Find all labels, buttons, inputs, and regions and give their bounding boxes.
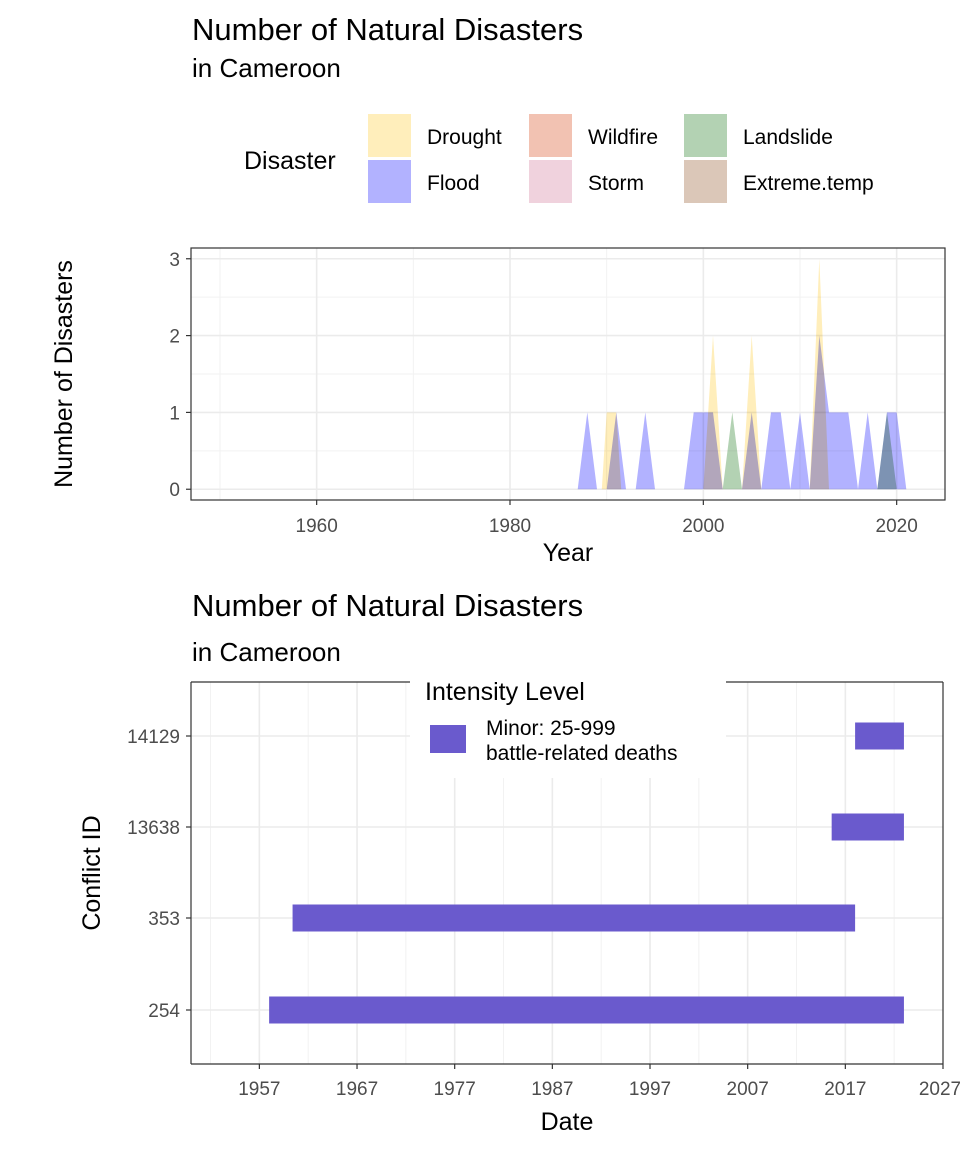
- chart2-legend: Intensity Level Minor: 25-999 battle-rela…: [410, 674, 726, 778]
- c2-y-tick-label: 353: [148, 909, 180, 930]
- chart2-legend-key: [430, 725, 466, 753]
- chart1-legend: Disaster Drought Flood Wildfire Storm Landsl…: [244, 114, 874, 203]
- c2-y-tick-label: 13638: [127, 818, 180, 839]
- c1-legend-key-wildfire: [529, 114, 572, 157]
- c1-legend-key-landslide: [684, 114, 727, 157]
- chart1-panel: [190, 247, 946, 501]
- c2-x-tick-label: 2017: [824, 1079, 866, 1100]
- c1-legend-key-flood: [368, 160, 411, 203]
- c1-legend-label-flood: Flood: [427, 172, 480, 195]
- c1-x-tick-label: 2020: [876, 516, 918, 537]
- c1-legend-label-wildfire: Wildfire: [588, 126, 658, 149]
- bar-conflict-14129: [855, 722, 904, 750]
- chart1-legend-entries: Drought Flood Wildfire Storm Landslide Extrem…: [368, 114, 874, 203]
- chart1-subtitle: in Cameroon: [192, 53, 341, 83]
- c2-y-tick-label: 14129: [127, 727, 180, 748]
- chart1-legend-title: Disaster: [244, 147, 336, 175]
- chart1-y-axis-title: Number of Disasters: [50, 260, 78, 488]
- c1-y-tick-label: 1: [169, 403, 180, 424]
- chart2-subtitle: in Cameroon: [192, 637, 341, 667]
- chart2: Number of Natural Disasters in Cameroon …: [78, 588, 960, 1136]
- chart2-title: Number of Natural Disasters: [192, 588, 583, 623]
- area-landslide: [722, 412, 897, 490]
- chart1-axes: 1960 1980 2000 2020 0 1 2 3: [169, 250, 917, 537]
- c2-legend-label-line: battle-related deaths: [486, 742, 677, 765]
- c1-legend-label-extreme.temp: Extreme.temp: [743, 172, 874, 195]
- chart2-y-axis-title: Conflict ID: [78, 815, 106, 930]
- chart1-title: Number of Natural Disasters: [192, 12, 583, 47]
- chart1: Number of Natural Disasters in Cameroon …: [50, 12, 946, 567]
- c1-legend-key-drought: [368, 114, 411, 157]
- c1-y-tick-label: 0: [169, 480, 180, 501]
- c1-x-tick-label: 1980: [489, 516, 531, 537]
- c2-x-tick-label: 1987: [531, 1079, 573, 1100]
- c1-legend-label-storm: Storm: [588, 172, 644, 195]
- chart2-bars: [269, 722, 904, 1024]
- c2-y-tick-label: 254: [148, 1001, 180, 1022]
- c1-y-tick-label: 3: [169, 250, 180, 271]
- c1-legend-label-drought: Drought: [427, 126, 502, 149]
- chart1-x-axis-title: Year: [543, 539, 594, 567]
- c1-legend-key-storm: [529, 160, 572, 203]
- bar-conflict-13638: [831, 813, 904, 841]
- chart2-legend-label: Minor: 25-999 battle-related deaths: [486, 717, 677, 765]
- chart2-x-axis-title: Date: [541, 1108, 594, 1136]
- chart1-areas: [577, 258, 907, 490]
- c1-x-tick-label: 2000: [682, 516, 724, 537]
- c1-legend-label-landslide: Landslide: [743, 126, 833, 149]
- c2-x-tick-label: 2027: [919, 1079, 960, 1100]
- c2-legend-label-line: Minor: 25-999: [486, 717, 616, 740]
- c1-y-tick-label: 2: [169, 327, 180, 348]
- area-drought: [601, 258, 829, 490]
- c2-x-tick-label: 1997: [629, 1079, 671, 1100]
- bar-conflict-353: [292, 904, 856, 932]
- area-flood: [577, 335, 907, 490]
- c1-legend-key-extreme.temp: [684, 160, 727, 203]
- c2-x-tick-label: 1957: [238, 1079, 280, 1100]
- bar-conflict-254: [269, 996, 904, 1024]
- c2-x-tick-label: 1977: [434, 1079, 476, 1100]
- c2-x-tick-label: 2007: [727, 1079, 769, 1100]
- chart2-axes: 1957 1967 1977 1987 1997 2007 2017 2027 254 353 13…: [127, 681, 960, 1100]
- c1-x-tick-label: 1960: [296, 516, 338, 537]
- chart2-legend-title: Intensity Level: [425, 678, 585, 706]
- chart1-panel-border: [190, 247, 946, 501]
- c2-x-tick-label: 1967: [336, 1079, 378, 1100]
